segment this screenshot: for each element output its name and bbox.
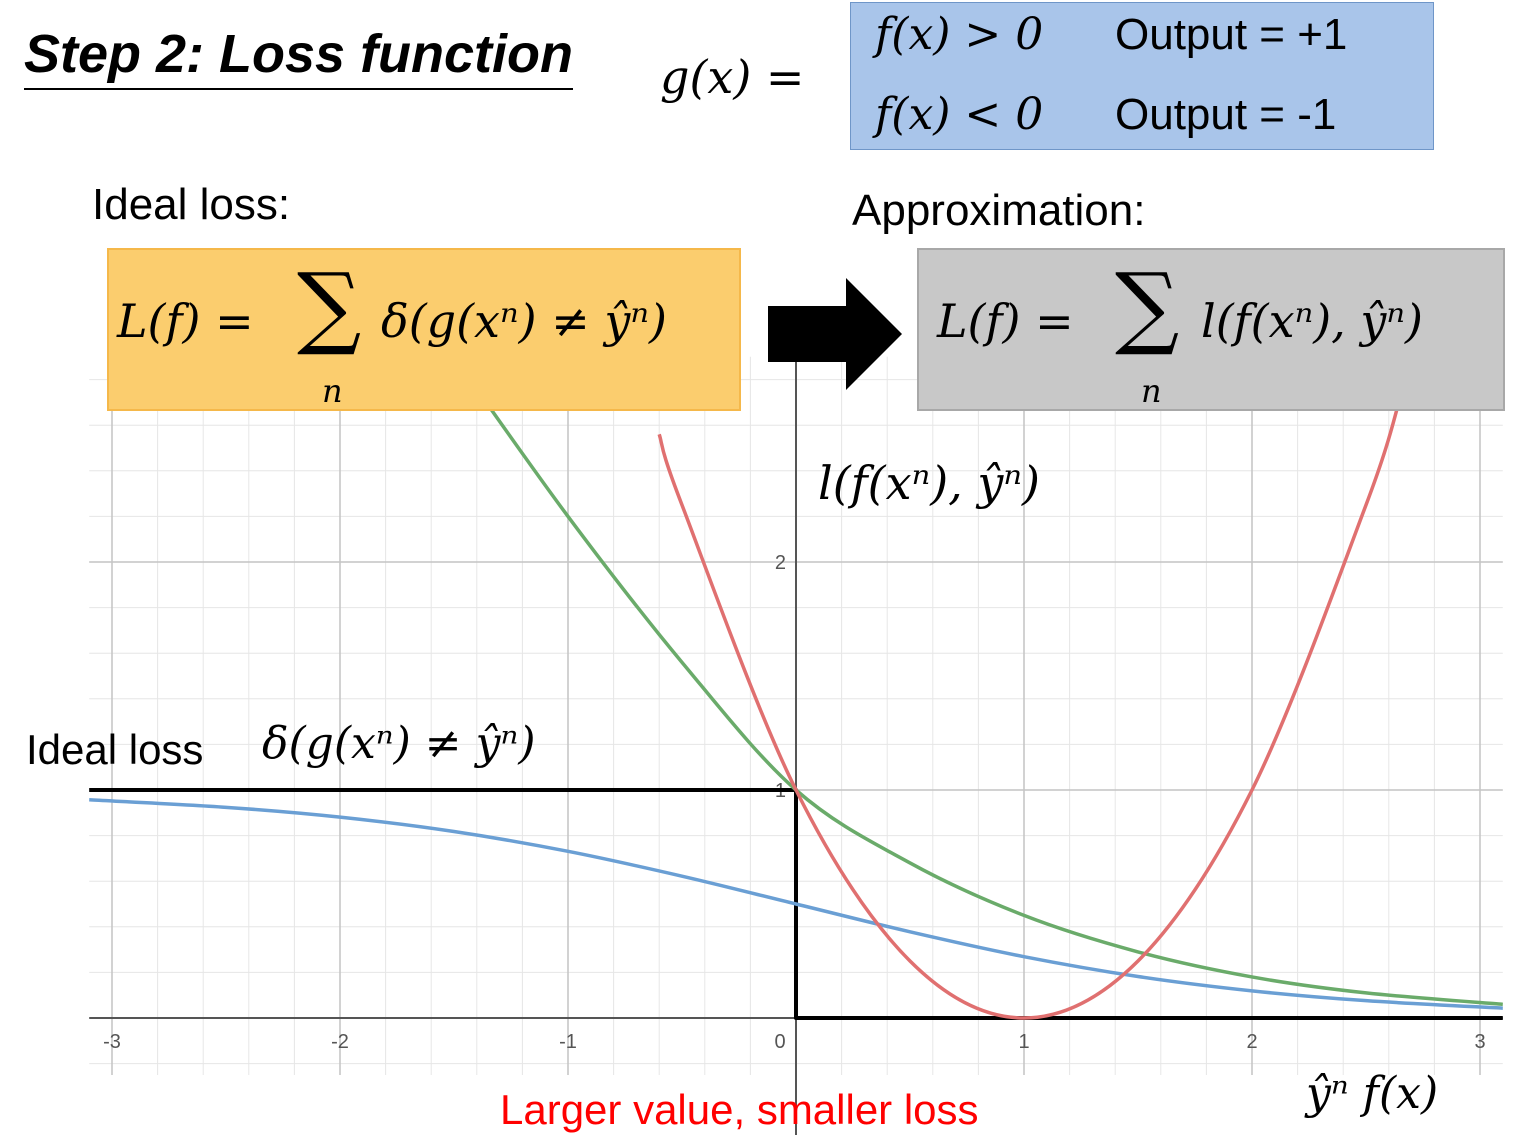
approximation-label: Approximation:	[852, 186, 1146, 235]
ideal-loss-annotation: Ideal loss	[26, 726, 204, 773]
bottom-note: Larger value, smaller loss	[500, 1086, 979, 1133]
approximation-formula-box: L(f) = ∑ n l(f(xⁿ), ŷⁿ)	[917, 248, 1505, 411]
y-tick-label: 2	[775, 552, 786, 574]
ideal-sum-index: n	[322, 372, 343, 410]
x-tick-label: 3	[1474, 1031, 1485, 1053]
sigmoid-loss-line	[89, 798, 1503, 1010]
right-arrow-icon	[768, 278, 902, 390]
x-tick-label: -3	[103, 1031, 121, 1053]
x-tick-label: 0	[774, 1031, 785, 1053]
x-tick-label: -1	[559, 1031, 577, 1053]
approx-formula-body: l(f(xⁿ), ŷⁿ)	[1201, 294, 1423, 348]
g-definition-lhs: g(x) =	[660, 50, 805, 104]
x-tick-label: -2	[331, 1031, 349, 1053]
g-condition-positive: f(x) > 0	[875, 9, 1044, 60]
ideal-loss-label: Ideal loss:	[92, 180, 291, 229]
ideal-sum-symbol: ∑	[297, 254, 362, 359]
ideal-formula-lhs: L(f) =	[117, 294, 254, 348]
approx-sum-index: n	[1141, 372, 1162, 410]
ideal-formula-body: δ(g(xⁿ) ≠ ŷⁿ)	[381, 294, 667, 348]
g-output-negative: Output = -1	[1115, 90, 1337, 139]
approx-sum-symbol: ∑	[1115, 254, 1180, 359]
chart-series	[89, 323, 1503, 1020]
x-tick-label: 1	[1018, 1031, 1029, 1053]
x-tick-label: 2	[1246, 1031, 1257, 1053]
ideal-loss-annotation-formula: δ(g(xⁿ) ≠ ŷⁿ)	[262, 718, 536, 769]
g-definition-box: f(x) > 0 Output = +1 f(x) < 0 Output = -1	[850, 2, 1434, 150]
page-title: Step 2: Loss function	[24, 22, 574, 90]
g-condition-negative: f(x) < 0	[875, 89, 1044, 140]
x-axis-label: ŷⁿ f(x)	[1306, 1068, 1439, 1119]
exponential-loss-line	[429, 323, 1503, 1007]
g-row-negative: f(x) < 0 Output = -1	[875, 89, 1336, 140]
g-output-positive: Output = +1	[1115, 10, 1348, 59]
approx-formula-lhs: L(f) =	[937, 294, 1074, 348]
loss-curve-label: l(f(xⁿ), ŷⁿ)	[818, 456, 1040, 510]
ideal-loss-formula-box: L(f) = ∑ n δ(g(xⁿ) ≠ ŷⁿ)	[107, 248, 741, 411]
square-loss-line	[657, 397, 1402, 1020]
g-row-positive: f(x) > 0 Output = +1	[875, 9, 1347, 60]
